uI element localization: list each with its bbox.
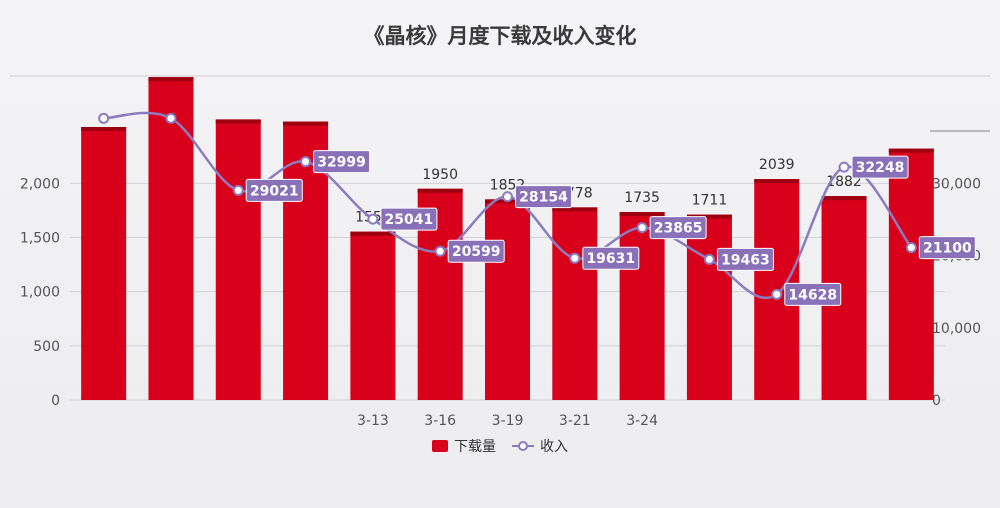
- income-value-label: 19463: [721, 252, 770, 268]
- bar-cap: [754, 179, 800, 184]
- income-value-label: 32248: [856, 160, 905, 176]
- income-label-box: [649, 216, 707, 240]
- bar-cap: [686, 214, 732, 219]
- left-tick-label: 2,000: [20, 176, 60, 192]
- bar: [888, 148, 934, 400]
- income-value-label: 19631: [586, 251, 635, 267]
- income-label-box: [245, 178, 303, 202]
- income-label-box: [716, 247, 774, 271]
- income-value-label: 23865: [654, 221, 703, 237]
- income-label-box: [582, 246, 640, 270]
- income-point: [771, 288, 783, 300]
- bar-cap: [148, 77, 194, 82]
- income-label-box: [784, 282, 842, 306]
- income-point: [300, 156, 312, 168]
- x-tick-label: 3-13: [357, 413, 389, 429]
- x-tick-label: 3-24: [626, 413, 658, 429]
- legend[interactable]: 下载量 收入: [432, 439, 568, 455]
- income-label-box: [447, 239, 505, 263]
- income-label-box: [515, 185, 572, 209]
- left-tick-label: 1,500: [20, 231, 60, 247]
- bar-cap: [552, 207, 598, 212]
- bar: [148, 77, 194, 401]
- bar-cap: [283, 121, 329, 126]
- right-tick-label: 0: [932, 393, 941, 409]
- income-label-box: [313, 150, 371, 174]
- legend-bar-label: 下载量: [454, 439, 496, 455]
- bar: [619, 212, 665, 400]
- income-label-box: [380, 207, 438, 231]
- line-series: 29021 32999 25041 20599 28154 19631 23865 19463…: [98, 111, 976, 306]
- legend-line-label: 收入: [540, 439, 568, 455]
- income-label-box: [851, 155, 909, 179]
- income-value-label: 20599: [452, 244, 501, 260]
- left-tick-label: 500: [33, 339, 60, 355]
- bar-cap: [215, 119, 261, 124]
- income-point: [232, 184, 244, 196]
- bar: [686, 214, 732, 400]
- income-value-label: 21100: [923, 241, 972, 257]
- bar-cap: [417, 188, 463, 193]
- x-axis: 3-13 3-16 3-19 3-21 3-24: [357, 413, 658, 429]
- bar-value-label: 1950: [422, 167, 458, 183]
- legend-line-marker: [518, 441, 528, 451]
- income-point: [367, 213, 379, 225]
- bar: [485, 199, 530, 400]
- bar-cap: [888, 148, 934, 153]
- x-tick-label: 3-21: [559, 413, 591, 429]
- income-point: [98, 112, 110, 124]
- legend-bar-swatch: [432, 440, 448, 452]
- income-point: [905, 242, 917, 254]
- income-point: [165, 112, 177, 124]
- right-tick-label: 30,000: [932, 176, 981, 192]
- left-tick-label: 0: [51, 393, 60, 409]
- left-axis: 0 500 1,000 1,500 2,000: [20, 176, 60, 409]
- bar-value-label: 2039: [759, 157, 795, 173]
- bar-cap: [821, 196, 867, 201]
- x-tick-label: 3-19: [492, 413, 524, 429]
- income-point: [569, 252, 581, 264]
- bar-value-label: 1711: [692, 193, 728, 209]
- income-value-label: 32999: [317, 155, 366, 171]
- income-label-box: [918, 236, 976, 260]
- right-tick-label: 10,000: [932, 321, 981, 337]
- chart-title: 《晶核》月度下载及收入变化: [363, 24, 637, 48]
- income-value-label: 25041: [385, 212, 434, 228]
- bar: [81, 127, 127, 400]
- bar-value-label: 1735: [624, 190, 660, 206]
- income-point: [434, 245, 446, 257]
- bar-cap: [81, 127, 127, 131]
- income-point: [703, 253, 715, 265]
- bar: [215, 119, 261, 401]
- bar: [350, 231, 396, 400]
- income-point: [502, 191, 513, 203]
- bar: [552, 207, 598, 400]
- income-value-label: 14628: [788, 287, 837, 303]
- income-point: [838, 161, 850, 173]
- income-value-label: 28154: [519, 190, 568, 206]
- bar-cap: [350, 231, 396, 236]
- x-tick-label: 3-16: [424, 413, 456, 429]
- income-value-label: 29021: [250, 183, 299, 199]
- left-tick-label: 1,000: [20, 285, 60, 301]
- bar-cap: [619, 212, 665, 217]
- income-point: [636, 222, 648, 234]
